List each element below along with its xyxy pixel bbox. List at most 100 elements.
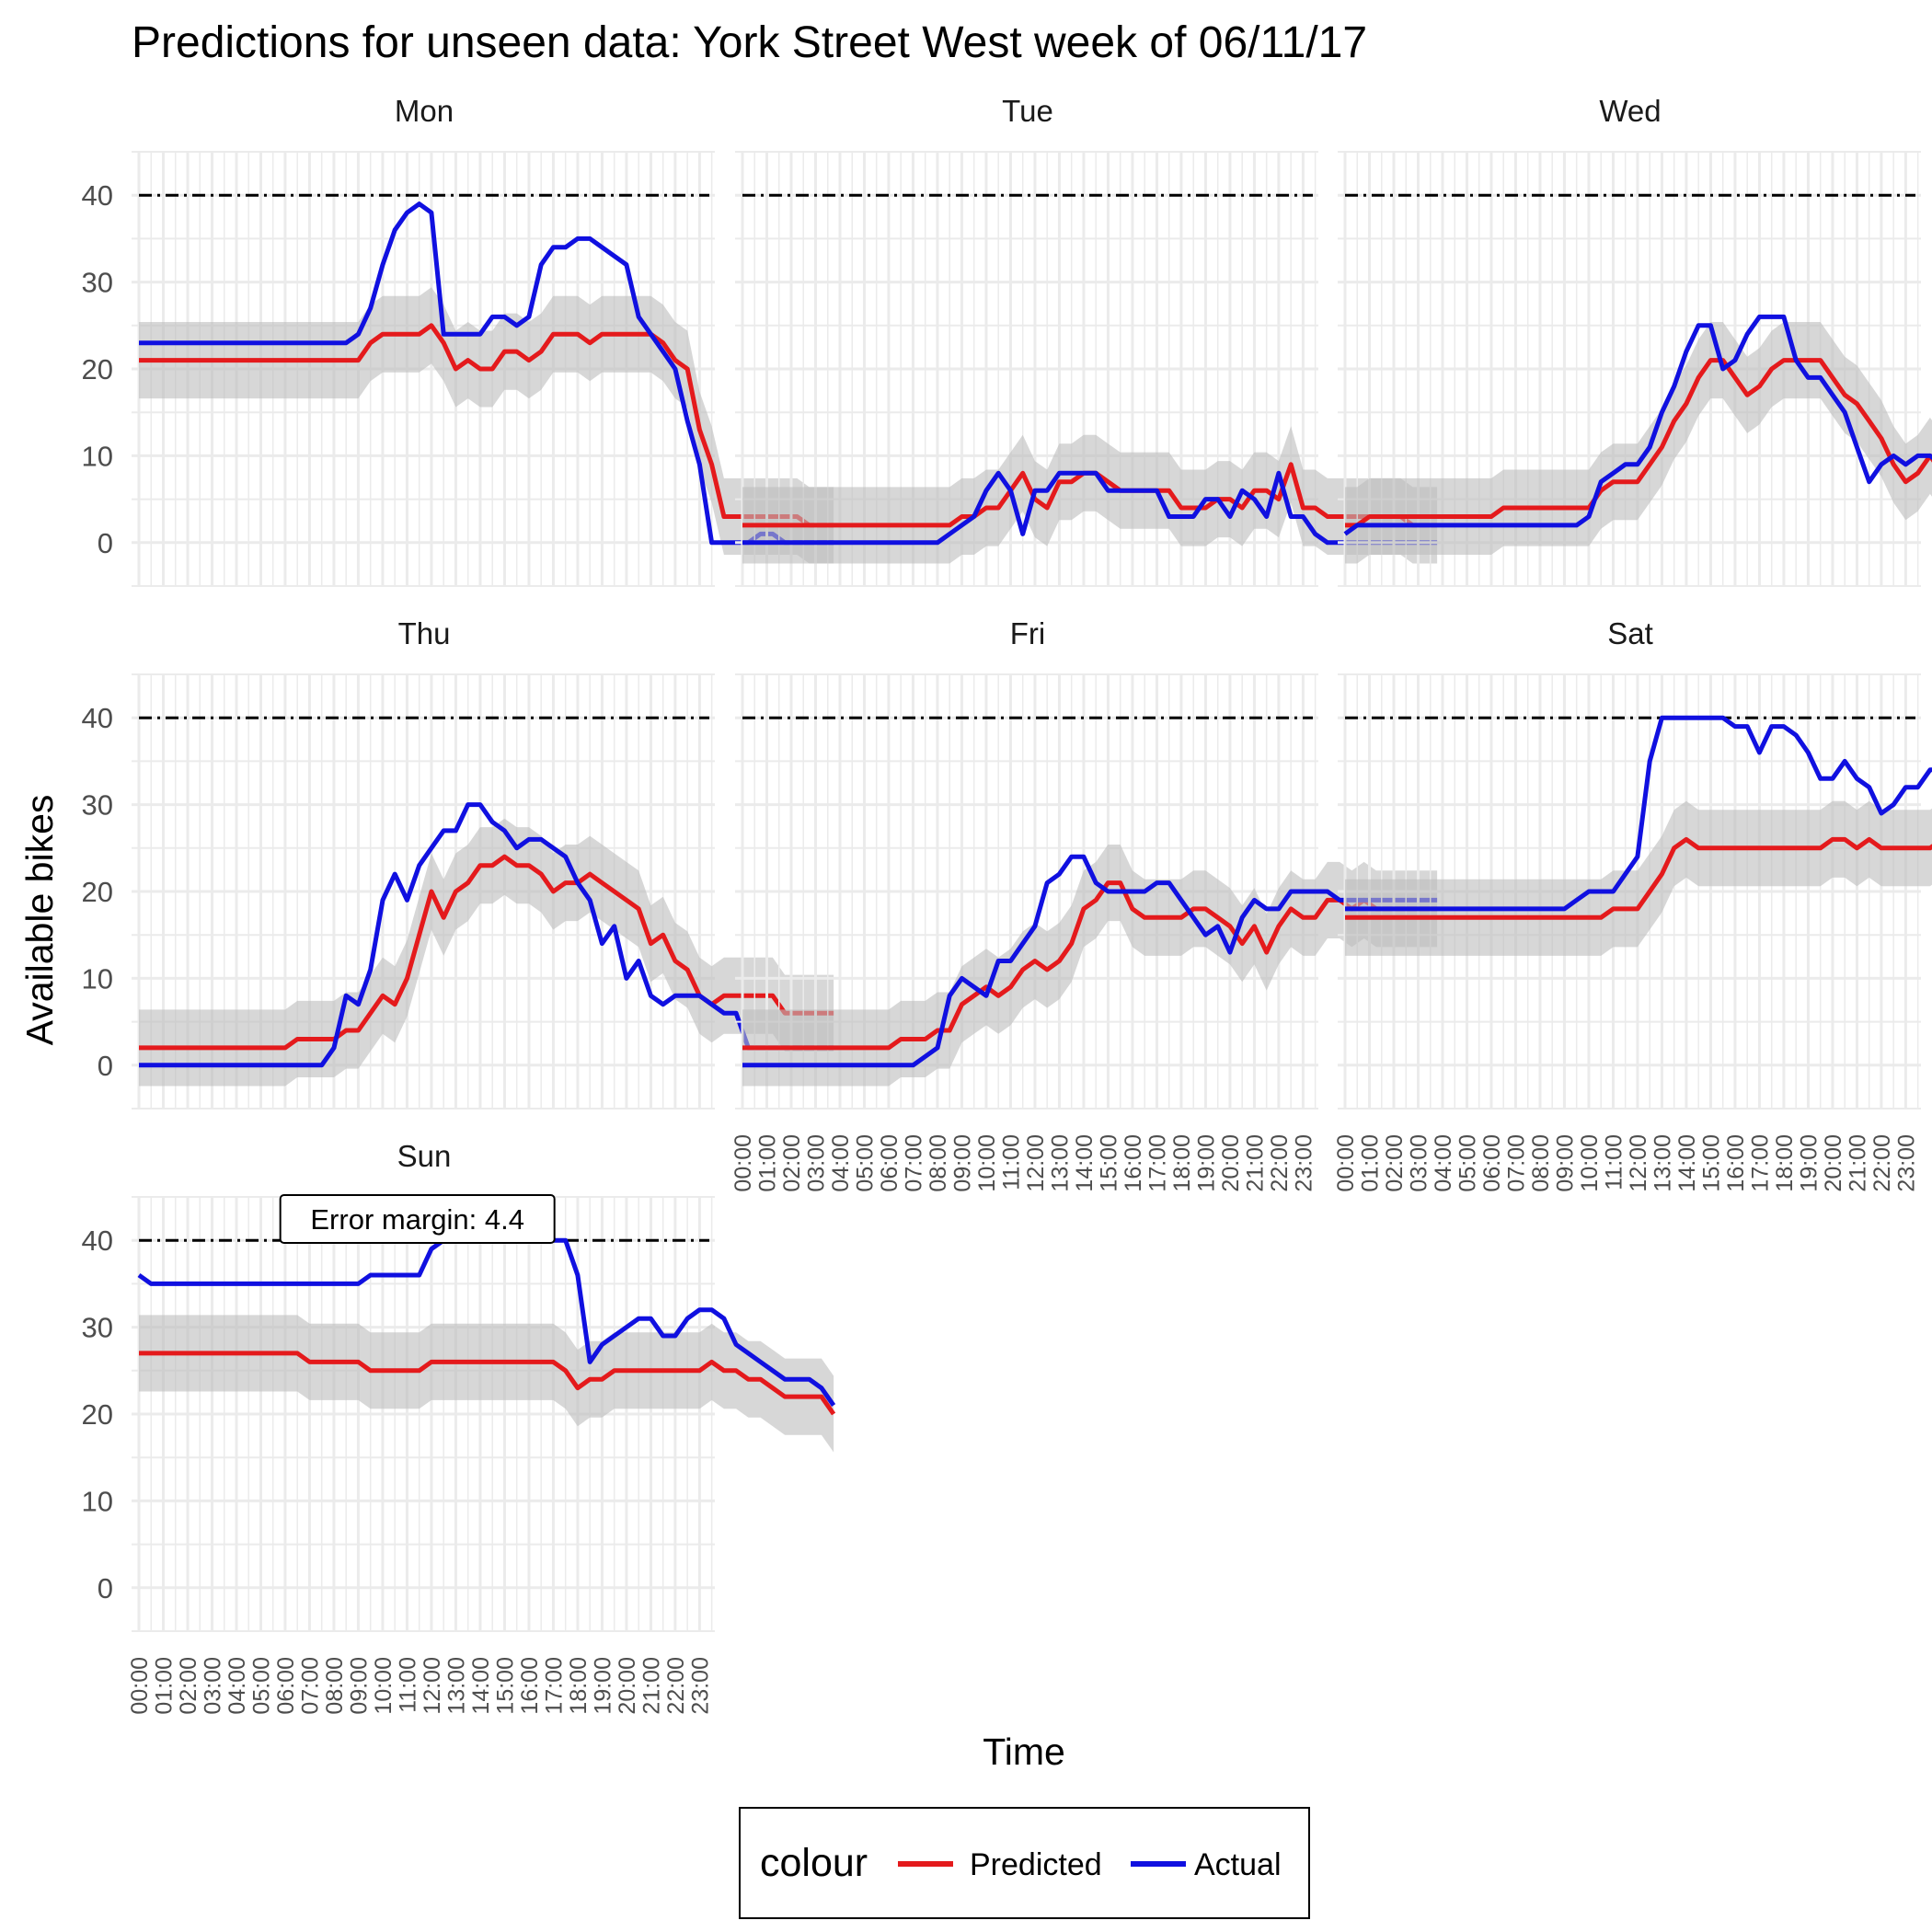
series-line-actual (1343, 314, 1932, 536)
x-tick-label: 09:00 (346, 1657, 372, 1715)
x-tick-label: 17:00 (541, 1657, 567, 1715)
x-axis-title: Time (983, 1731, 1065, 1773)
series-line-actual (139, 201, 834, 546)
x-tick-label: 10:00 (974, 1134, 1000, 1192)
x-tick-label: 11:00 (998, 1134, 1024, 1190)
x-tick-label: 10:00 (371, 1657, 397, 1715)
panel-mon: Mon 0 10 20 30 40 (82, 94, 834, 587)
x-tick-label: 10:00 (1577, 1134, 1603, 1192)
panel-fri: Fri00:0001:0002:0003:0004:0005:0006:0007… (730, 616, 1438, 1192)
y-tick-label: 30 (82, 267, 113, 299)
x-tick-label: 12:00 (1023, 1134, 1049, 1192)
x-tick-label: 22:00 (1869, 1134, 1895, 1192)
x-tick-label: 08:00 (926, 1134, 951, 1192)
y-tick-label: 40 (82, 1225, 113, 1257)
error-band (139, 818, 834, 1087)
chart-title: Predictions for unseen data: York Street… (132, 18, 1367, 67)
panel-label: Sun (397, 1139, 452, 1173)
panel-wed: Wed (1338, 94, 1932, 587)
panel-label: Fri (1010, 616, 1045, 650)
x-tick-label: 09:00 (1552, 1134, 1578, 1192)
series-line-predicted (1345, 358, 1932, 528)
y-tick-label: 10 (82, 440, 113, 472)
x-tick-label: 06:00 (1479, 1134, 1505, 1192)
x-tick-label: 07:00 (1503, 1134, 1529, 1192)
x-tick-label: 18:00 (1169, 1134, 1195, 1192)
x-tick-label: 02:00 (176, 1657, 201, 1715)
panel-sat: Sat 00:0001:0002:0003:0004:0005:0006:0007… (1333, 616, 1932, 1192)
panel-label: Thu (398, 616, 451, 650)
series-line-actual (139, 802, 834, 1068)
x-tick-label: 01:00 (754, 1134, 780, 1192)
panel-label: Sat (1607, 616, 1653, 650)
x-tick-label: 21:00 (1845, 1134, 1870, 1192)
y-axis-title: Available bikes (18, 795, 61, 1046)
x-tick-label: 03:00 (1406, 1134, 1432, 1192)
x-tick-label: 04:00 (224, 1657, 250, 1715)
series-line-actual (742, 470, 1438, 546)
series-line-actual (1345, 715, 1932, 912)
x-tick-label: 08:00 (322, 1657, 348, 1715)
x-tick-label: 03:00 (200, 1657, 225, 1715)
series-line-predicted (139, 1351, 836, 1416)
x-tick-label: 01:00 (151, 1657, 177, 1715)
y-tick-label: 20 (82, 1398, 113, 1431)
x-tick-label: 19:00 (1193, 1134, 1219, 1192)
legend-label-predicted: Predicted (970, 1847, 1102, 1882)
x-tick-label: 15:00 (1096, 1134, 1121, 1192)
y-tick-label: 40 (82, 702, 113, 734)
x-tick-label: 11:00 (1601, 1134, 1627, 1190)
x-tick-label: 05:00 (852, 1134, 878, 1192)
x-tick-label: 17:00 (1144, 1134, 1170, 1192)
y-tick-label: 40 (82, 179, 113, 212)
panel-label: Tue (1002, 94, 1053, 128)
x-tick-label: 00:00 (730, 1134, 756, 1192)
y-tick-label: 20 (82, 876, 113, 908)
x-tick-label: 21:00 (638, 1657, 664, 1715)
y-tick-label: 0 (98, 1572, 113, 1604)
x-tick-label: 04:00 (1431, 1134, 1456, 1192)
x-tick-label: 20:00 (1218, 1134, 1244, 1192)
x-tick-label: 06:00 (877, 1134, 903, 1192)
error-band (139, 287, 834, 564)
y-tick-label: 0 (98, 527, 113, 559)
x-tick-label: 03:00 (803, 1134, 829, 1192)
x-tick-label: 18:00 (566, 1657, 592, 1715)
x-tick-label: 05:00 (248, 1657, 274, 1715)
x-tick-label: 07:00 (297, 1657, 323, 1715)
x-tick-label: 15:00 (492, 1657, 518, 1715)
x-tick-label: 19:00 (1796, 1134, 1822, 1192)
x-tick-label: 20:00 (1821, 1134, 1846, 1192)
x-tick-label: 02:00 (1382, 1134, 1408, 1192)
series-line-predicted (139, 854, 834, 1051)
panel-tue: Tue (735, 94, 1438, 587)
x-tick-label: 15:00 (1698, 1134, 1724, 1192)
x-tick-label: 13:00 (1650, 1134, 1675, 1192)
x-tick-label: 16:00 (1121, 1134, 1146, 1192)
error-band (742, 845, 1438, 1087)
x-tick-label: 01:00 (1357, 1134, 1383, 1192)
x-tick-label: 16:00 (517, 1657, 543, 1715)
x-tick-label: 17:00 (1747, 1134, 1773, 1192)
x-tick-label: 13:00 (1047, 1134, 1073, 1192)
x-tick-label: 04:00 (828, 1134, 854, 1192)
x-tick-label: 02:00 (779, 1134, 805, 1192)
x-tick-label: 23:00 (1291, 1134, 1317, 1192)
panel-label: Mon (395, 94, 454, 128)
x-tick-label: 12:00 (1626, 1134, 1651, 1192)
x-tick-label: 16:00 (1723, 1134, 1749, 1192)
x-tick-label: 23:00 (1893, 1134, 1919, 1192)
legend-label-actual: Actual (1194, 1847, 1282, 1882)
y-tick-label: 10 (82, 962, 113, 995)
legend-box (739, 1807, 1310, 1919)
y-tick-label: 10 (82, 1485, 113, 1517)
y-tick-label: 20 (82, 353, 113, 385)
x-tick-label: 22:00 (1267, 1134, 1293, 1192)
x-tick-label: 07:00 (901, 1134, 926, 1192)
x-tick-label: 09:00 (949, 1134, 975, 1192)
error-band (1345, 322, 1932, 564)
x-tick-label: 23:00 (687, 1657, 713, 1715)
error-band (742, 426, 1438, 564)
x-tick-label: 12:00 (420, 1657, 445, 1715)
